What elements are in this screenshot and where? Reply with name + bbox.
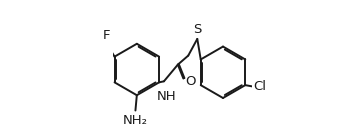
Text: NH: NH <box>157 90 176 103</box>
Text: S: S <box>193 23 202 36</box>
Text: O: O <box>185 75 195 88</box>
Text: Cl: Cl <box>254 80 266 93</box>
Text: NH₂: NH₂ <box>123 114 148 127</box>
Text: F: F <box>103 29 110 42</box>
